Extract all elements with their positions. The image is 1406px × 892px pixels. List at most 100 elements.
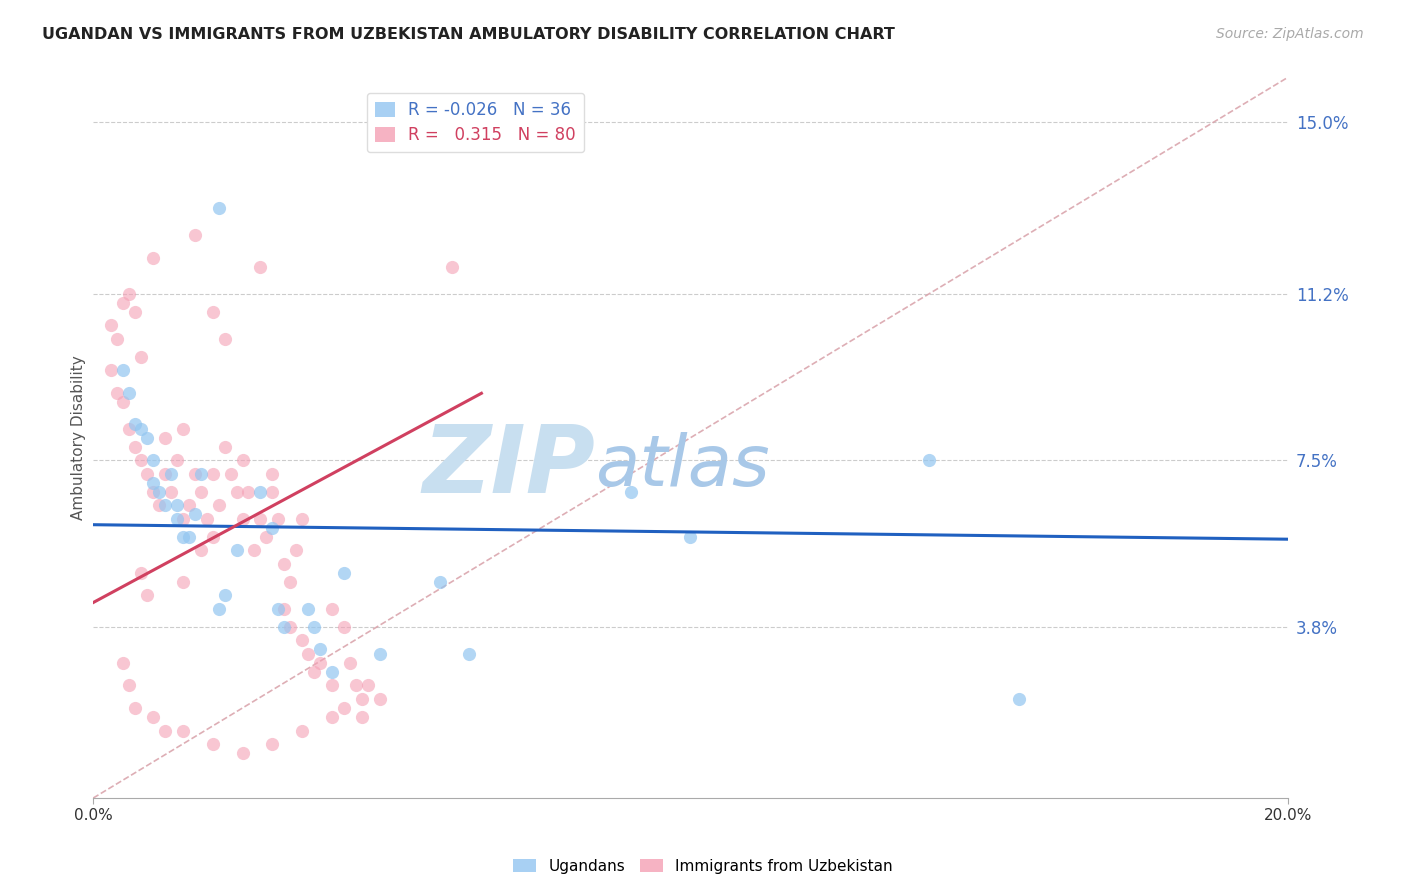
Point bbox=[124, 417, 146, 432]
Point bbox=[368, 647, 391, 661]
Point bbox=[153, 467, 176, 481]
Point bbox=[321, 710, 343, 724]
Point bbox=[309, 642, 332, 657]
Text: UGANDAN VS IMMIGRANTS FROM UZBEKISTAN AMBULATORY DISABILITY CORRELATION CHART: UGANDAN VS IMMIGRANTS FROM UZBEKISTAN AM… bbox=[42, 27, 896, 42]
Point bbox=[195, 512, 218, 526]
Point bbox=[118, 422, 141, 436]
Point bbox=[262, 467, 284, 481]
Point bbox=[350, 692, 373, 706]
Point bbox=[262, 521, 284, 535]
Point bbox=[190, 484, 212, 499]
Point bbox=[231, 746, 253, 760]
Point bbox=[177, 498, 200, 512]
Point bbox=[129, 453, 152, 467]
Y-axis label: Ambulatory Disability: Ambulatory Disability bbox=[72, 355, 86, 520]
Point bbox=[243, 543, 266, 558]
Point bbox=[429, 574, 451, 589]
Point bbox=[254, 530, 277, 544]
Point bbox=[262, 737, 284, 751]
Point bbox=[309, 656, 332, 670]
Point bbox=[172, 512, 194, 526]
Point bbox=[136, 467, 159, 481]
Text: Source: ZipAtlas.com: Source: ZipAtlas.com bbox=[1216, 27, 1364, 41]
Point bbox=[136, 431, 159, 445]
Point bbox=[440, 260, 463, 274]
Point bbox=[129, 350, 152, 364]
Point bbox=[333, 566, 356, 580]
Point bbox=[1008, 692, 1031, 706]
Point bbox=[183, 508, 205, 522]
Point bbox=[214, 332, 236, 346]
Point bbox=[142, 710, 165, 724]
Point bbox=[231, 512, 253, 526]
Point bbox=[291, 723, 314, 738]
Point bbox=[118, 678, 141, 692]
Point bbox=[297, 602, 319, 616]
Point bbox=[321, 665, 343, 679]
Point bbox=[124, 701, 146, 715]
Point bbox=[339, 656, 361, 670]
Point bbox=[142, 484, 165, 499]
Point bbox=[368, 692, 391, 706]
Point bbox=[129, 566, 152, 580]
Point bbox=[129, 422, 152, 436]
Point bbox=[148, 498, 170, 512]
Point bbox=[357, 678, 380, 692]
Point bbox=[620, 484, 643, 499]
Point bbox=[153, 498, 176, 512]
Point bbox=[160, 484, 183, 499]
Point bbox=[153, 431, 176, 445]
Point bbox=[172, 723, 194, 738]
Point bbox=[238, 484, 260, 499]
Point bbox=[302, 620, 325, 634]
Point bbox=[153, 723, 176, 738]
Point bbox=[105, 385, 128, 400]
Point bbox=[201, 530, 224, 544]
Point bbox=[225, 543, 247, 558]
Point bbox=[112, 394, 135, 409]
Point bbox=[267, 602, 290, 616]
Point bbox=[100, 318, 122, 333]
Point bbox=[214, 588, 236, 602]
Point bbox=[273, 602, 295, 616]
Point bbox=[249, 512, 271, 526]
Point bbox=[183, 467, 205, 481]
Point bbox=[172, 530, 194, 544]
Point bbox=[142, 475, 165, 490]
Point bbox=[166, 453, 188, 467]
Legend: Ugandans, Immigrants from Uzbekistan: Ugandans, Immigrants from Uzbekistan bbox=[508, 853, 898, 880]
Point bbox=[297, 647, 319, 661]
Point bbox=[321, 678, 343, 692]
Point bbox=[273, 620, 295, 634]
Point bbox=[207, 201, 229, 215]
Point bbox=[333, 620, 356, 634]
Point bbox=[201, 467, 224, 481]
Point bbox=[333, 701, 356, 715]
Point bbox=[278, 620, 301, 634]
Point bbox=[219, 467, 242, 481]
Point bbox=[207, 602, 229, 616]
Point bbox=[190, 467, 212, 481]
Point bbox=[166, 498, 188, 512]
Text: atlas: atlas bbox=[595, 432, 769, 501]
Point bbox=[267, 512, 290, 526]
Point bbox=[172, 422, 194, 436]
Point bbox=[183, 228, 205, 243]
Point bbox=[679, 530, 702, 544]
Point bbox=[285, 543, 308, 558]
Point bbox=[172, 574, 194, 589]
Point bbox=[160, 467, 183, 481]
Point bbox=[124, 304, 146, 318]
Point bbox=[136, 588, 159, 602]
Point bbox=[249, 260, 271, 274]
Point bbox=[350, 710, 373, 724]
Point bbox=[112, 656, 135, 670]
Legend: R = -0.026   N = 36, R =   0.315   N = 80: R = -0.026 N = 36, R = 0.315 N = 80 bbox=[367, 93, 585, 153]
Point bbox=[458, 647, 481, 661]
Point bbox=[231, 453, 253, 467]
Point bbox=[112, 295, 135, 310]
Point bbox=[249, 484, 271, 499]
Point bbox=[177, 530, 200, 544]
Point bbox=[166, 512, 188, 526]
Point bbox=[214, 440, 236, 454]
